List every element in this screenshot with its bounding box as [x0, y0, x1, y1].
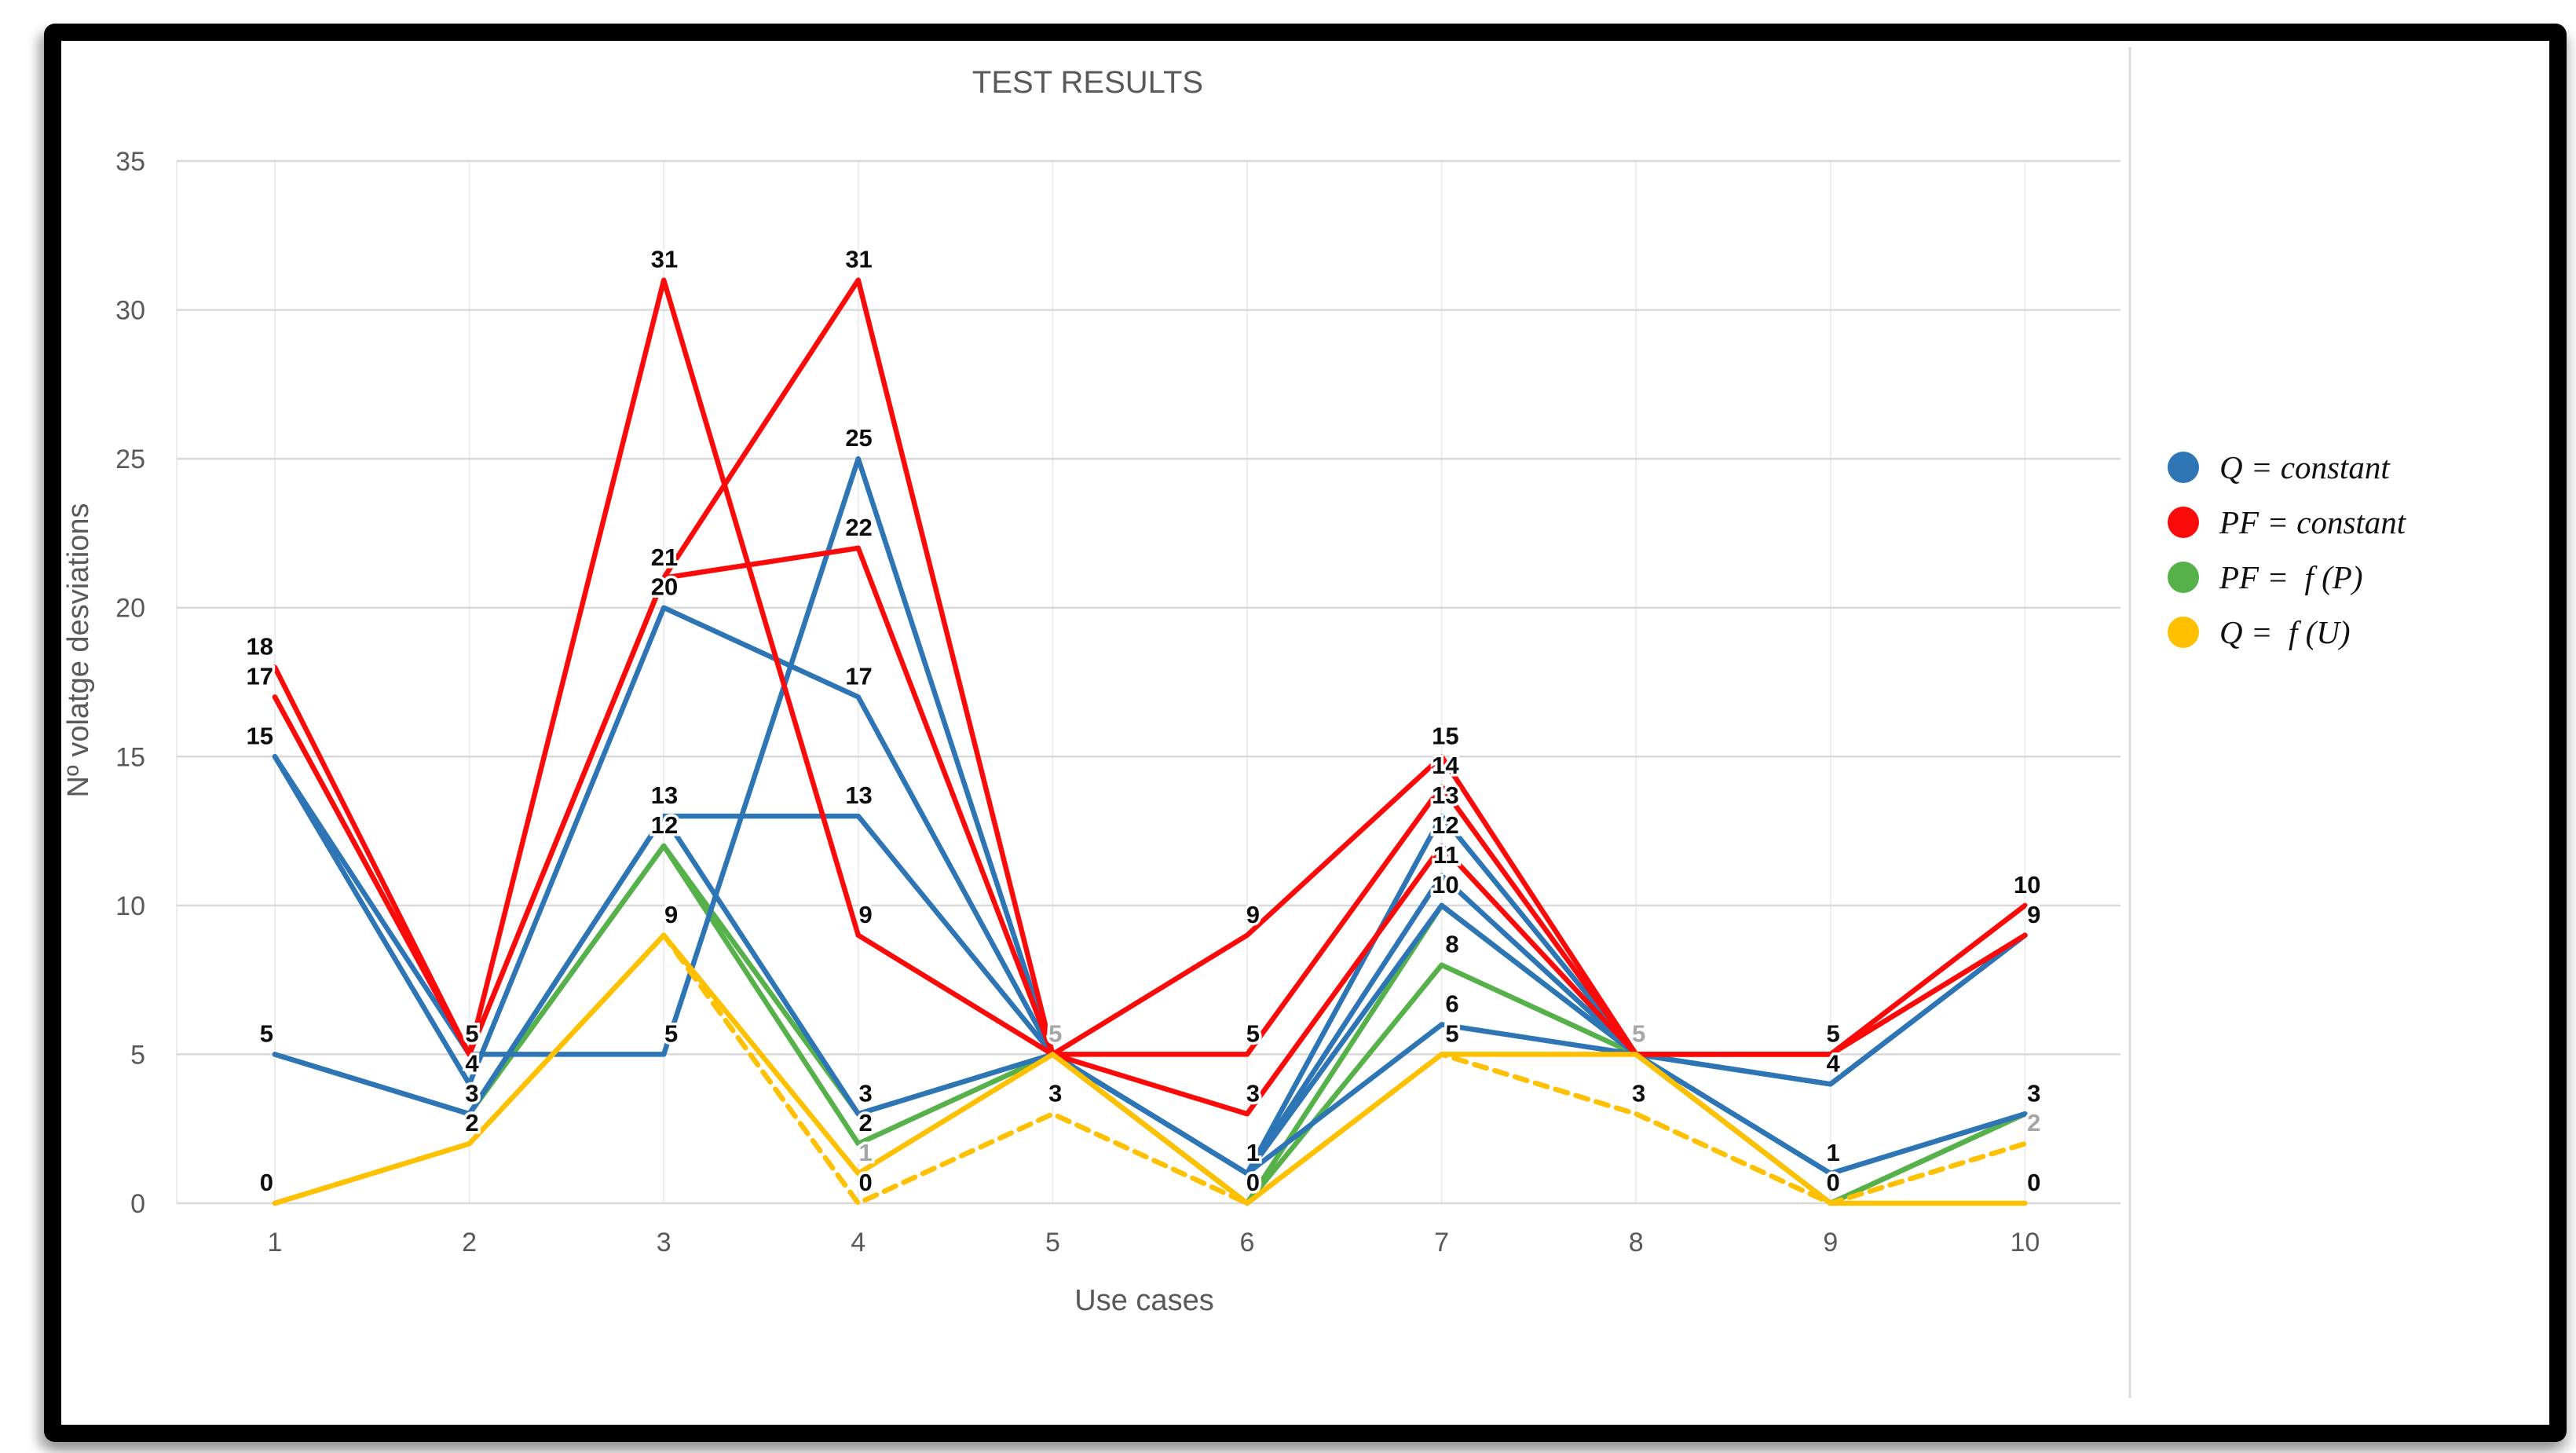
point-label: 5	[1445, 1019, 1458, 1047]
point-label: 25	[845, 424, 872, 452]
y-tick-label: 25	[115, 445, 145, 474]
legend-label: PF = f (P)	[2219, 559, 2363, 595]
point-label: 10	[1432, 871, 1458, 899]
series-line-blue-4[interactable]	[272, 456, 2028, 1177]
y-tick-label: 0	[130, 1189, 145, 1219]
point-label: 1	[1827, 1139, 1840, 1166]
x-tick-label: 6	[1240, 1228, 1255, 1257]
x-tick-label: 9	[1823, 1228, 1838, 1257]
point-label: 4	[1827, 1049, 1841, 1077]
point-label: 9	[2027, 901, 2040, 928]
y-tick-label: 30	[115, 296, 145, 326]
point-label: 20	[651, 573, 678, 601]
point-label: 21	[651, 544, 678, 571]
legend-label: Q = constant	[2219, 449, 2390, 485]
series-line-red-7[interactable]	[272, 277, 2028, 1057]
legend-item-q-fu[interactable]: Q = f (U)	[2168, 605, 2537, 660]
series-line-red-6[interactable]	[272, 277, 2028, 1057]
point-label: 12	[651, 811, 678, 839]
series-line-yellow-10[interactable]	[272, 932, 2028, 1206]
series-line-blue-5[interactable]	[272, 813, 2028, 1177]
point-label: 22	[845, 514, 872, 541]
series-line-red-8[interactable]	[272, 545, 2028, 1117]
y-tick-label: 10	[115, 891, 145, 921]
point-label: 17	[845, 662, 872, 690]
point-label: 3	[859, 1079, 873, 1107]
point-label: 9	[859, 901, 873, 928]
point-label: 9	[1246, 901, 1260, 928]
x-tick-label: 8	[1629, 1228, 1644, 1257]
point-label: 15	[1432, 722, 1458, 749]
x-tick-label: 3	[657, 1228, 671, 1257]
legend-label: PF = constant	[2219, 504, 2406, 540]
point-label: 3	[1048, 1079, 1062, 1107]
point-label: 3	[2027, 1079, 2040, 1107]
point-label: 1	[1246, 1139, 1260, 1166]
legend-swatch-blue-icon	[2168, 452, 2199, 483]
x-tick-label: 5	[1045, 1228, 1060, 1257]
point-label: 9	[664, 901, 678, 928]
x-tick-label: 2	[462, 1228, 477, 1257]
point-label: 15	[247, 722, 273, 749]
point-label: 5	[1048, 1019, 1062, 1047]
legend-item-q-constant[interactable]: Q = constant	[2168, 440, 2537, 495]
point-label: 12	[1432, 811, 1458, 839]
point-label: 0	[1246, 1169, 1260, 1196]
point-label: 31	[651, 246, 678, 273]
point-label: 6	[1445, 990, 1458, 1018]
y-tick-label: 20	[115, 594, 145, 624]
point-label: 5	[1827, 1019, 1840, 1047]
y-tick-label: 15	[115, 742, 145, 772]
point-label: 13	[651, 781, 678, 809]
point-label: 3	[1632, 1079, 1645, 1107]
point-label: 31	[845, 246, 872, 273]
point-label: 13	[845, 781, 872, 809]
legend-swatch-red-icon	[2168, 507, 2199, 538]
legend-item-pf-constant[interactable]: PF = constant	[2168, 495, 2537, 550]
legend-item-pf-fp[interactable]: PF = f (P)	[2168, 550, 2537, 605]
x-tick-label: 4	[851, 1228, 865, 1257]
point-label: 1	[859, 1139, 873, 1166]
chart-legend: Q = constant PF = constant PF = f (P) Q …	[2168, 440, 2537, 660]
point-label: 11	[1433, 841, 1459, 869]
point-label: 5	[465, 1019, 478, 1047]
point-label: 2	[465, 1109, 478, 1136]
y-tick-label: 35	[115, 147, 145, 177]
point-label: 5	[1246, 1019, 1260, 1047]
point-label: 0	[1827, 1169, 1840, 1196]
legend-label: Q = f (U)	[2219, 614, 2351, 650]
outer-black-frame	[44, 24, 2567, 1442]
point-label: 0	[2027, 1169, 2040, 1196]
point-label: 18	[247, 633, 273, 661]
point-label: 0	[260, 1169, 273, 1196]
point-label: 4	[465, 1049, 479, 1077]
point-label: 2	[2027, 1109, 2040, 1136]
chart-title: TEST RESULTS	[972, 65, 1203, 100]
y-axis-title: Nº volatge desviations	[62, 503, 95, 797]
point-label: 14	[1432, 752, 1459, 779]
point-label: 8	[1445, 931, 1458, 958]
legend-swatch-yellow-icon	[2168, 617, 2199, 648]
point-label: 17	[247, 662, 273, 690]
x-tick-label: 1	[268, 1228, 283, 1257]
point-label: 10	[2014, 871, 2040, 899]
point-label: 5	[664, 1019, 678, 1047]
point-label: 13	[1432, 781, 1458, 809]
point-label: 2	[859, 1109, 873, 1136]
data-labels: 1817155054323121201312953125221713932105…	[243, 243, 2044, 1199]
y-tick-label: 5	[130, 1040, 145, 1070]
point-label: 5	[1632, 1019, 1645, 1047]
series-lines	[272, 277, 2028, 1206]
point-label: 0	[859, 1169, 873, 1196]
x-tick-label: 7	[1434, 1228, 1449, 1257]
point-label: 5	[260, 1019, 273, 1047]
legend-swatch-green-icon	[2168, 562, 2199, 593]
point-label: 3	[1246, 1079, 1260, 1107]
point-label: 3	[465, 1079, 478, 1107]
x-axis-title: Use cases	[1074, 1284, 1213, 1317]
x-tick-label: 10	[2010, 1228, 2040, 1257]
